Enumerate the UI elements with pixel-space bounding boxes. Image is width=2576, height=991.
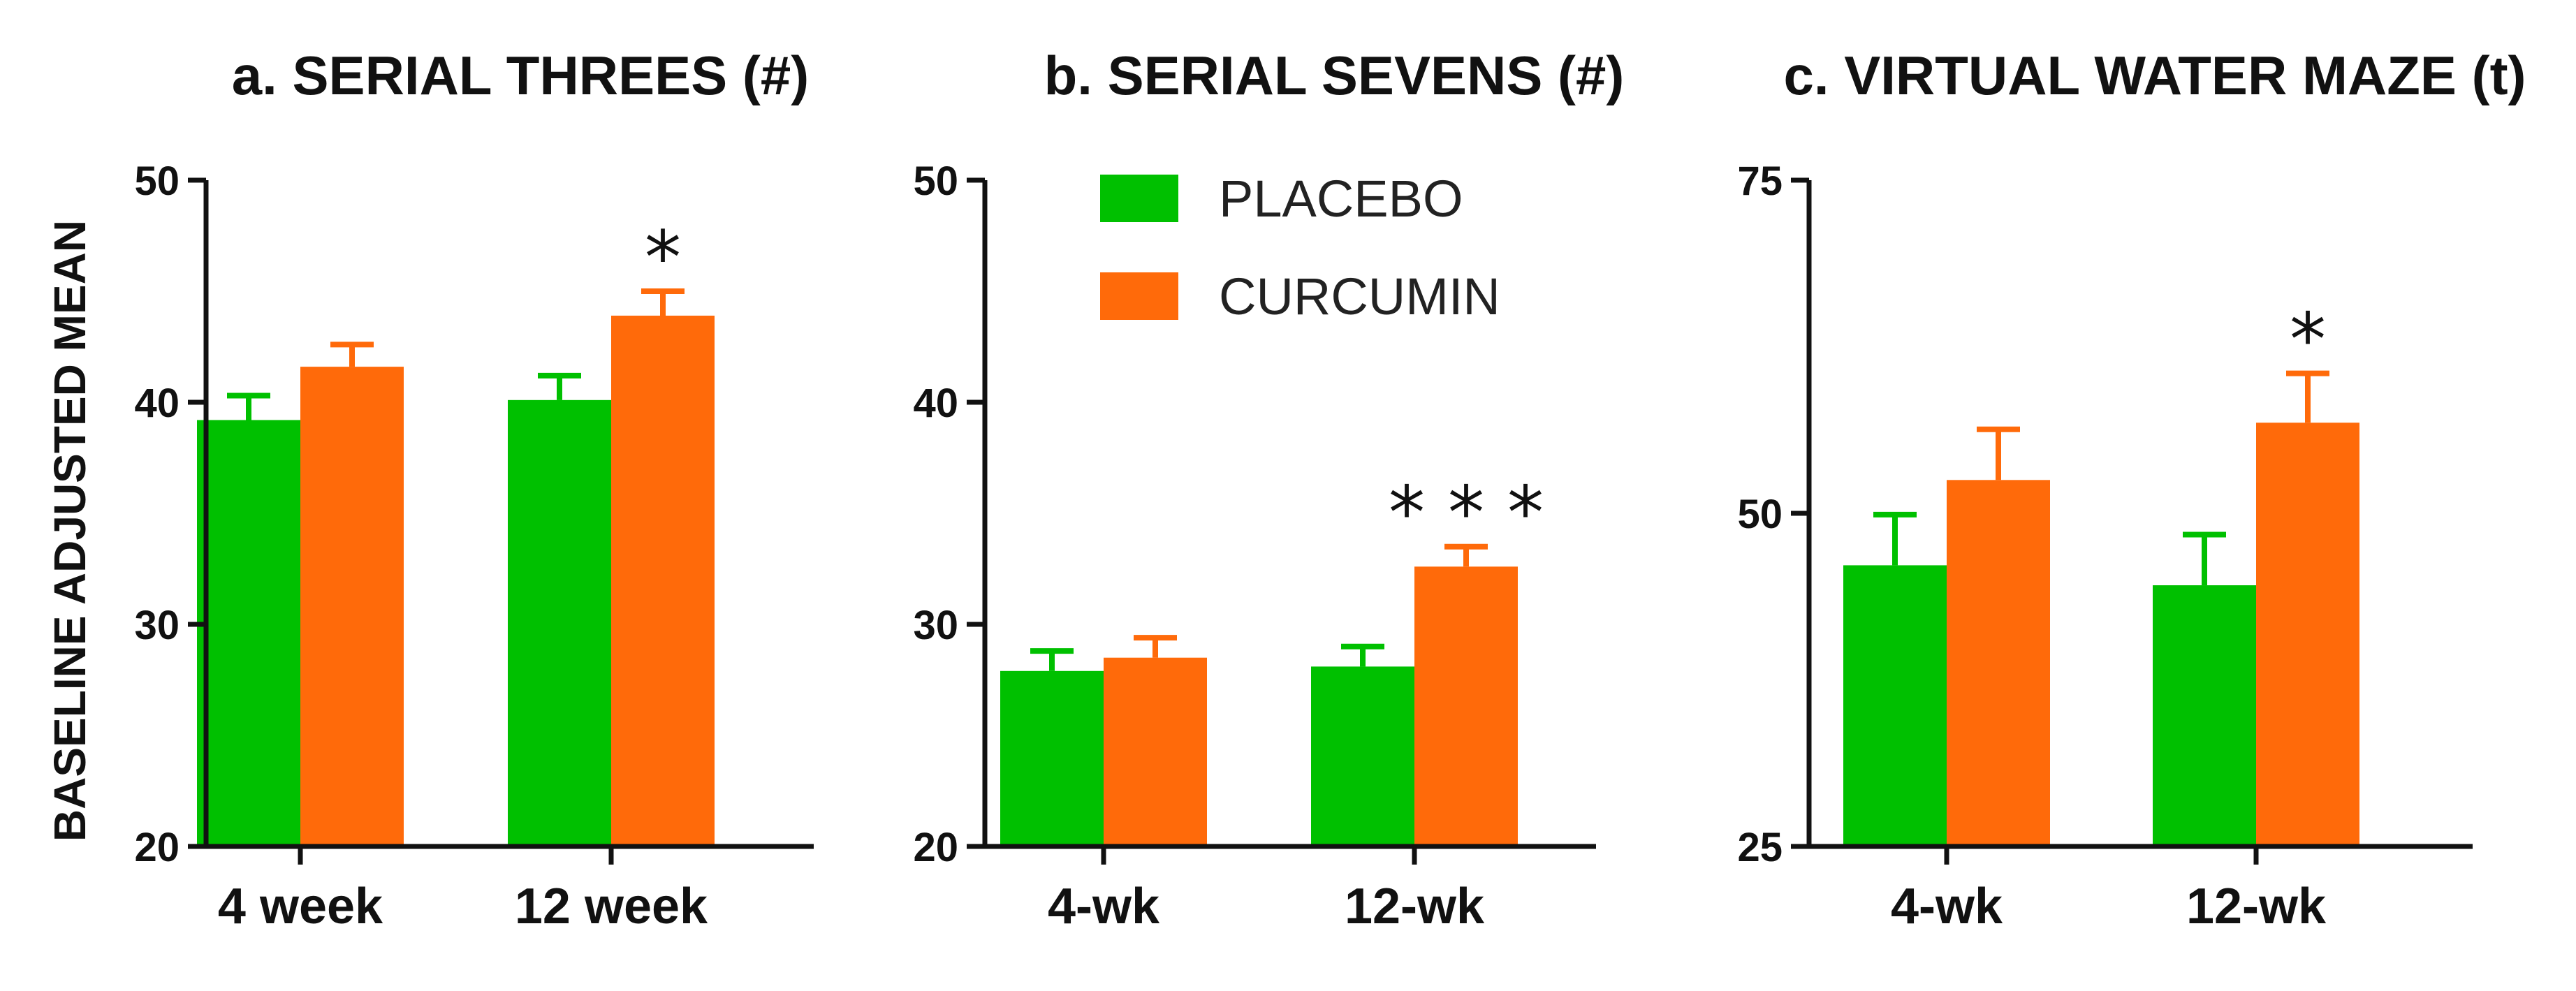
- bar-placebo-0: [1000, 670, 1104, 846]
- significance-marker: * * *: [1389, 471, 1544, 556]
- y-tick-label: 40: [134, 381, 180, 426]
- y-tick-label: 50: [134, 159, 180, 204]
- panel-serial-threes: a. SERIAL THREES (#) * 20 30 40 50 4 week 12 we…: [134, 45, 814, 934]
- x-tick-label: 12-wk: [2186, 879, 2327, 934]
- legend-label-curcumin: CURCUMIN: [1219, 267, 1500, 325]
- bar-placebo-0: [197, 420, 300, 846]
- y-tick-label: 50: [913, 159, 958, 204]
- panel-serial-sevens: b. SERIAL SEVENS (#) * * * 20 30 40 50 4-wk 12-…: [913, 45, 1624, 934]
- y-tick-label: 40: [913, 381, 958, 426]
- x-tick-label: 12 week: [515, 879, 708, 934]
- y-tick-label: 20: [913, 825, 958, 870]
- panel-virtual-water-maze: c. VIRTUAL WATER MAZE (t) * 25 50 75 4-wk 12-w…: [1737, 45, 2526, 934]
- legend-swatch-curcumin: [1100, 272, 1178, 320]
- bar-curcumin-1: [611, 315, 715, 847]
- y-tick-label: 20: [134, 825, 180, 870]
- bar-curcumin-0: [1947, 480, 2050, 846]
- panel-title: c. VIRTUAL WATER MAZE (t): [1783, 45, 2526, 106]
- y-tick-label: 30: [913, 603, 958, 648]
- significance-marker: *: [2290, 298, 2326, 383]
- y-tick-label: 30: [134, 603, 180, 648]
- legend-label-placebo: PLACEBO: [1219, 170, 1463, 228]
- x-tick-label: 4-wk: [1891, 879, 2003, 934]
- panel-title: a. SERIAL THREES (#): [232, 45, 809, 106]
- panel-title: b. SERIAL SEVENS (#): [1044, 45, 1625, 106]
- y-tick-label: 75: [1737, 159, 1783, 204]
- y-tick-label: 50: [1737, 492, 1783, 537]
- significance-marker: *: [645, 215, 681, 300]
- bar-placebo-1: [508, 399, 611, 846]
- x-tick-label: 12-wk: [1345, 879, 1485, 934]
- bar-curcumin-1: [2256, 423, 2359, 846]
- bar-curcumin-0: [1104, 657, 1207, 846]
- y-axis-label: BASELINE ADJUSTED MEAN: [45, 220, 95, 842]
- bar-placebo-1: [2153, 585, 2256, 846]
- bar-curcumin-1: [1414, 566, 1518, 846]
- x-tick-label: 4-wk: [1048, 879, 1160, 934]
- legend-swatch-placebo: [1100, 175, 1178, 222]
- bar-placebo-1: [1311, 666, 1414, 846]
- y-tick-label: 25: [1737, 825, 1783, 870]
- x-tick-label: 4 week: [218, 879, 383, 934]
- bar-placebo-0: [1843, 565, 1947, 846]
- legend: PLACEBO CURCUMIN: [1100, 170, 1500, 325]
- bar-curcumin-0: [300, 367, 404, 846]
